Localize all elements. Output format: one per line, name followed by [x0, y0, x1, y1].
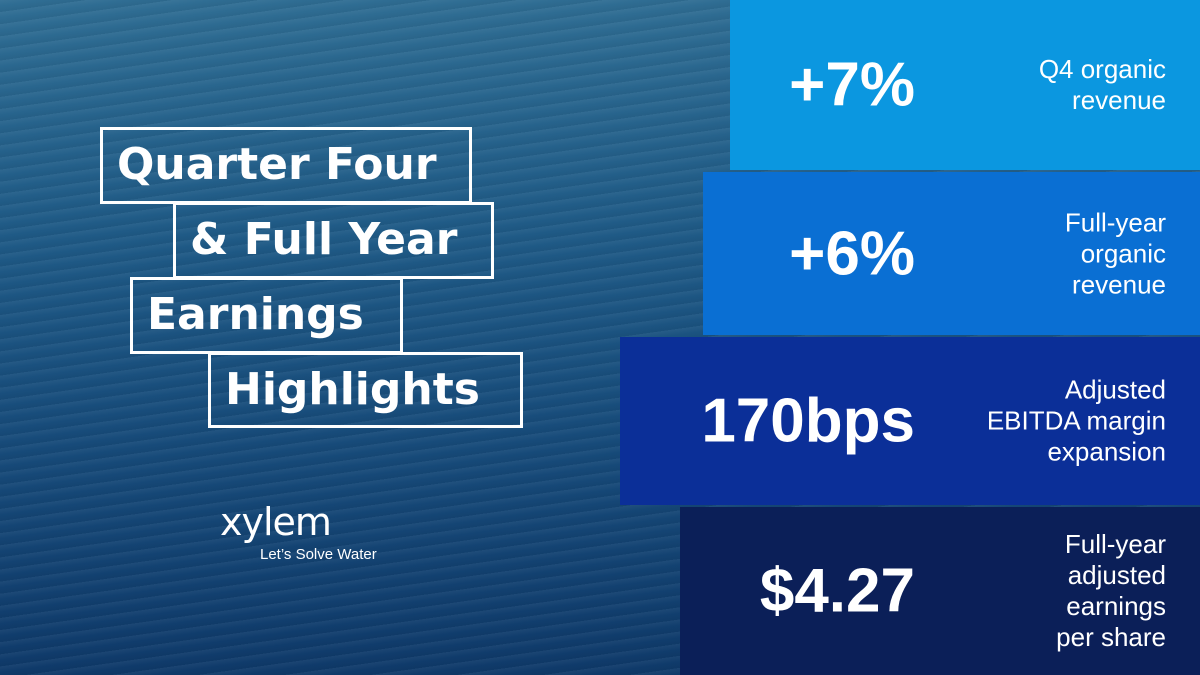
label-line: expansion — [1047, 436, 1166, 467]
label-line: Full-year — [1064, 207, 1166, 237]
highlight-panel: +7% Q4 organic revenue — [730, 0, 1200, 170]
label-line: Adjusted — [1064, 374, 1166, 405]
highlight-label: Full-year organic revenue — [1065, 207, 1166, 300]
label-line: EBITDA margin — [986, 405, 1166, 436]
label-line: per share — [1056, 622, 1166, 652]
label-line: earnings — [1066, 591, 1166, 621]
highlight-value: +7% — [789, 50, 915, 120]
highlight-value: +6% — [789, 219, 915, 288]
highlight-panel: +6% Full-year organic revenue — [703, 172, 1200, 335]
label-line: revenue — [1072, 269, 1166, 299]
label-line: organic — [1080, 238, 1166, 268]
title-line: Quarter Four — [100, 127, 472, 204]
label-line: revenue — [1072, 85, 1166, 115]
label-line: Q4 organic — [1038, 54, 1166, 84]
highlight-label: Adjusted EBITDA margin expansion — [987, 375, 1166, 468]
highlight-label: Q4 organic revenue — [1039, 54, 1166, 116]
highlight-label: Full-year adjusted earnings per share — [1056, 529, 1166, 653]
highlight-value: $4.27 — [759, 556, 915, 626]
tagline: Let’s Solve Water — [260, 546, 377, 563]
label-line: adjusted — [1067, 560, 1166, 590]
label-line: Full-year — [1064, 529, 1166, 559]
highlight-value: 170bps — [701, 386, 915, 456]
title-line: & Full Year — [173, 202, 494, 279]
highlight-panel: $4.27 Full-year adjusted earnings per share — [680, 507, 1200, 675]
title-line: Highlights — [208, 352, 523, 428]
highlight-panel: 170bps Adjusted EBITDA margin expansion — [620, 337, 1200, 505]
logo: xylem — [220, 500, 332, 544]
title-line: Earnings — [130, 277, 403, 354]
